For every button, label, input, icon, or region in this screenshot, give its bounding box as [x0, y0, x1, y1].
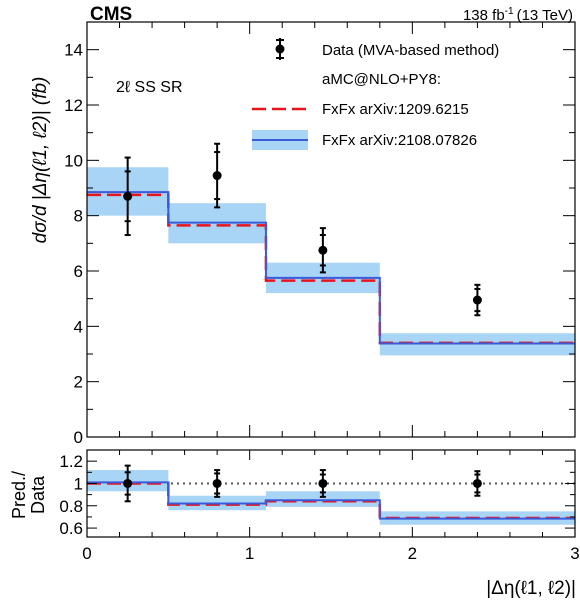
- legend: Data (MVA-based method) aMC@NLO+PY8: FxF…: [252, 38, 499, 150]
- ratio-pred2-step-line: [87, 481, 575, 520]
- ratio-frame: [86, 449, 576, 538]
- legend-data-label: Data (MVA-based method): [322, 42, 499, 59]
- main-y-tick-label: 2: [74, 373, 83, 392]
- x-tick-label: 0: [82, 544, 91, 563]
- x-tick-label: 1: [245, 544, 254, 563]
- ratio-panel: 0.6 0.8 1 1.2 0 1 2 3: [59, 449, 580, 563]
- ratio-y-tick-label: 0.8: [59, 497, 83, 516]
- energy-value: (13 TeV): [517, 7, 573, 24]
- lumi-value: 138 fb: [463, 7, 505, 24]
- x-axis-label: |Δη(ℓ1, ℓ2)|: [486, 578, 576, 599]
- ratio-y-tick-label: 1: [74, 474, 83, 493]
- main-data-point-1: [212, 171, 222, 181]
- experiment-label: CMS: [90, 4, 132, 25]
- luminosity-label: 138 fb-1 (13 TeV): [463, 6, 573, 24]
- ratio-y-axis-label-line2: Data: [28, 475, 48, 514]
- ratio-data-point-1: [212, 478, 222, 488]
- x-tick-label: 3: [570, 544, 579, 563]
- legend-generator-label: aMC@NLO+PY8:: [322, 71, 441, 88]
- lumi-exponent: -1: [505, 6, 514, 17]
- main-y-tick-label: 4: [74, 317, 83, 336]
- main-pred2-step-line: [87, 191, 575, 345]
- ratio-y-tick-label: 1.2: [59, 452, 83, 471]
- ratio-data-point-2: [318, 478, 328, 488]
- main-data-point-3: [472, 295, 482, 305]
- main-y-tick-label: 10: [64, 151, 83, 170]
- ratio-pred2-band-bin-2: [265, 491, 380, 507]
- main-y-axis-label: dσ/d |Δη(ℓ1, ℓ2)| (fb): [30, 77, 51, 244]
- ratio-data-point-3: [472, 478, 482, 488]
- main-frame: [86, 21, 576, 438]
- main-y-tick-label: 14: [64, 41, 83, 60]
- main-y-tick-label: 12: [64, 96, 83, 115]
- main-y-tick-label: 8: [74, 207, 83, 226]
- main-y-tick-label: 0: [74, 428, 83, 447]
- main-data-point-2: [318, 245, 328, 255]
- ratio-y-axis-label-line1: Pred./: [9, 471, 29, 519]
- region-label: 2ℓ SS SR: [116, 79, 183, 96]
- main-y-tick-label: 6: [74, 262, 83, 281]
- legend-data-marker: [275, 38, 285, 60]
- x-tick-label: 2: [408, 544, 417, 563]
- legend-pred2-label: FxFx arXiv:2108.07826: [322, 132, 477, 149]
- legend-pred1-label: FxFx arXiv:1209.6215: [322, 101, 469, 118]
- main-panel: 0 2 4 6 8 10 12 14: [64, 21, 576, 447]
- ratio-y-tick-label: 0.6: [59, 519, 83, 538]
- main-data-point-0: [123, 191, 133, 201]
- ratio-data-point-0: [123, 478, 133, 488]
